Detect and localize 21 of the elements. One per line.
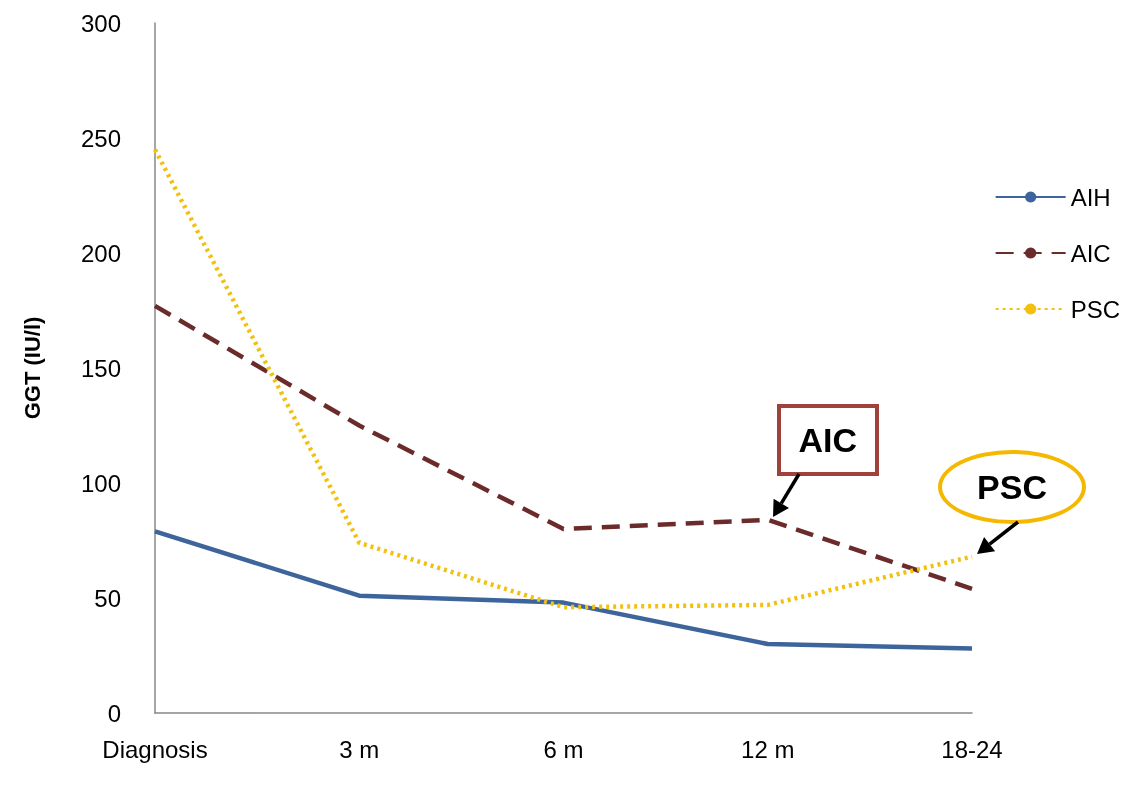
line-series <box>152 303 975 592</box>
x-tick-label: 18-24 <box>941 735 1003 763</box>
legend-label: PSC <box>1070 295 1121 323</box>
y-tick-label: 150 <box>80 354 121 382</box>
x-tick-label: 12 m <box>741 735 795 763</box>
line-series <box>152 147 975 610</box>
y-tick-label: 250 <box>80 124 121 152</box>
x-tick-label: Diagnosis <box>102 735 208 763</box>
legend-label: AIC <box>1070 239 1111 267</box>
y-tick-label: 200 <box>80 239 121 267</box>
y-axis-title: GGT (IU/l) <box>19 316 45 420</box>
annotation: PSC <box>977 467 1047 507</box>
y-tick-label: 300 <box>80 9 121 37</box>
x-tick-label: 6 m <box>543 735 584 763</box>
line-series <box>152 529 975 651</box>
y-tick-label: 0 <box>107 699 121 727</box>
y-tick-label: 50 <box>94 584 121 612</box>
annotation: AIC <box>798 420 858 460</box>
legend-label: AIH <box>1070 183 1111 211</box>
x-tick-label: 3 m <box>339 735 380 763</box>
y-tick-label: 100 <box>80 469 121 497</box>
